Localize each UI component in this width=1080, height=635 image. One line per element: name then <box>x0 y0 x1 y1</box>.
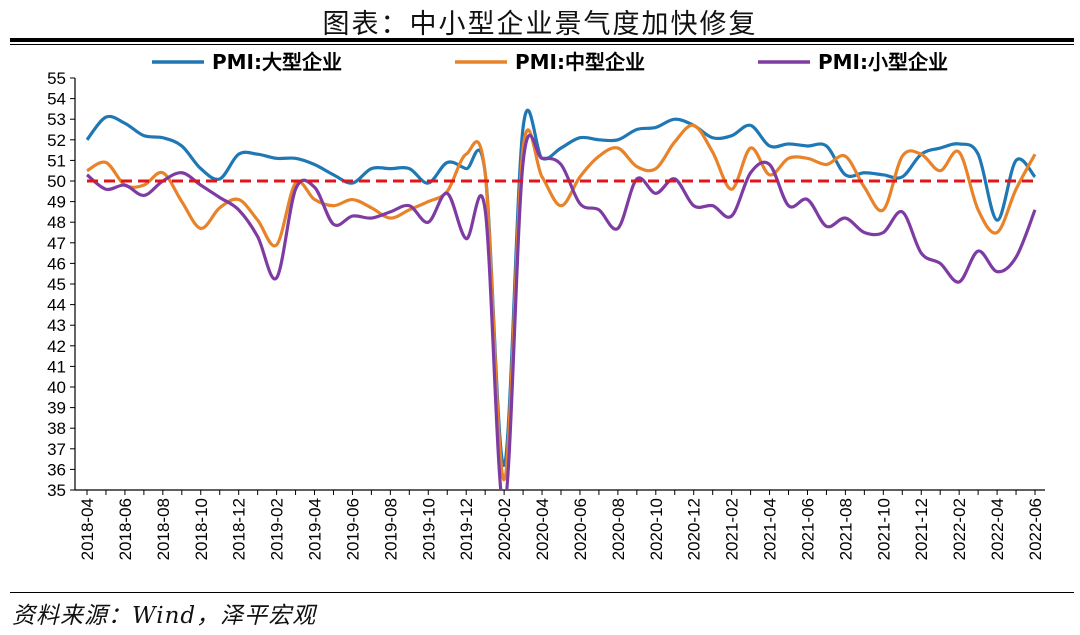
series-medium-enterprise-line <box>86 123 1037 482</box>
title-rule-thick <box>10 38 1074 42</box>
x-tick-label: 2021-08 <box>836 498 855 560</box>
y-tick-label: 45 <box>47 275 66 294</box>
x-tick-label: 2021-02 <box>723 498 742 560</box>
legend-label: PMI:中型企业 <box>515 50 645 74</box>
y-tick-label: 49 <box>47 193 66 212</box>
y-tick-label: 50 <box>47 172 66 191</box>
x-tick-label: 2020-04 <box>533 498 552 560</box>
y-tick-label: 48 <box>47 213 66 232</box>
y-tick-label: 52 <box>47 131 66 150</box>
y-tick-label: 35 <box>47 481 66 500</box>
x-tick-label: 2020-10 <box>647 498 666 560</box>
y-tick-label: 40 <box>47 378 66 397</box>
x-tick-label: 2019-02 <box>268 498 287 560</box>
x-tick-label: 2021-04 <box>761 498 780 560</box>
x-tick-label: 2018-04 <box>78 498 97 560</box>
title-rule-thin <box>10 44 1074 45</box>
x-tick-label: 2022-04 <box>988 498 1007 560</box>
x-tick-label: 2019-08 <box>381 498 400 560</box>
y-tick-label: 41 <box>47 357 66 376</box>
y-tick-label: 51 <box>47 151 66 170</box>
y-tick-label: 44 <box>47 296 66 315</box>
x-tick-label: 2018-06 <box>116 498 135 560</box>
x-tick-label: 2021-06 <box>798 498 817 560</box>
chart-title: 图表：中小型企业景气度加快修复 <box>322 9 758 40</box>
y-tick-label: 53 <box>47 110 66 129</box>
y-tick-label: 54 <box>47 90 66 109</box>
y-tick-label: 39 <box>47 399 66 418</box>
y-tick-label: 55 <box>47 69 66 88</box>
x-tick-label: 2019-06 <box>343 498 362 560</box>
legend-label: PMI:大型企业 <box>212 50 342 74</box>
x-tick-label: 2020-02 <box>495 498 514 560</box>
source-rule <box>10 592 1074 593</box>
series-small-enterprise-line <box>85 133 1037 490</box>
x-tick-label: 2021-12 <box>912 498 931 560</box>
x-tick-label: 2018-08 <box>154 498 173 560</box>
x-tick-label: 2019-04 <box>306 498 325 560</box>
y-tick-label: 38 <box>47 419 66 438</box>
chart-legend: PMI:大型企业 PMI:中型企业 PMI:小型企业 <box>152 50 948 74</box>
x-tick-label: 2019-12 <box>457 498 476 560</box>
x-axis: 2018-04 2018-06 2018-08 2018-10 2018-12 2019-… <box>75 489 1045 560</box>
x-tick-label: 2022-06 <box>1026 498 1045 560</box>
x-tick-label: 2018-12 <box>230 498 249 560</box>
y-tick-label: 37 <box>47 440 66 459</box>
y-tick-label: 43 <box>47 316 66 335</box>
x-tick-label: 2019-10 <box>419 498 438 560</box>
x-tick-label: 2022-02 <box>950 498 969 560</box>
x-tick-label: 2020-06 <box>571 498 590 560</box>
x-tick-label: 2020-12 <box>685 498 704 560</box>
y-tick-label: 47 <box>47 234 66 253</box>
plot-area <box>85 108 1037 490</box>
y-tick-label: 42 <box>47 337 66 356</box>
y-tick-label: 36 <box>47 460 66 479</box>
pmi-line-chart: PMI:大型企业 PMI:中型企业 PMI:小型企业 353637383940414… <box>47 50 1045 560</box>
source-note: 资料来源：Wind，泽平宏观 <box>12 603 317 629</box>
x-tick-label: 2018-10 <box>192 498 211 560</box>
x-tick-label: 2021-10 <box>874 498 893 560</box>
y-tick-label: 46 <box>47 254 66 273</box>
legend-label: PMI:小型企业 <box>818 50 948 74</box>
x-tick-label: 2020-08 <box>609 498 628 560</box>
